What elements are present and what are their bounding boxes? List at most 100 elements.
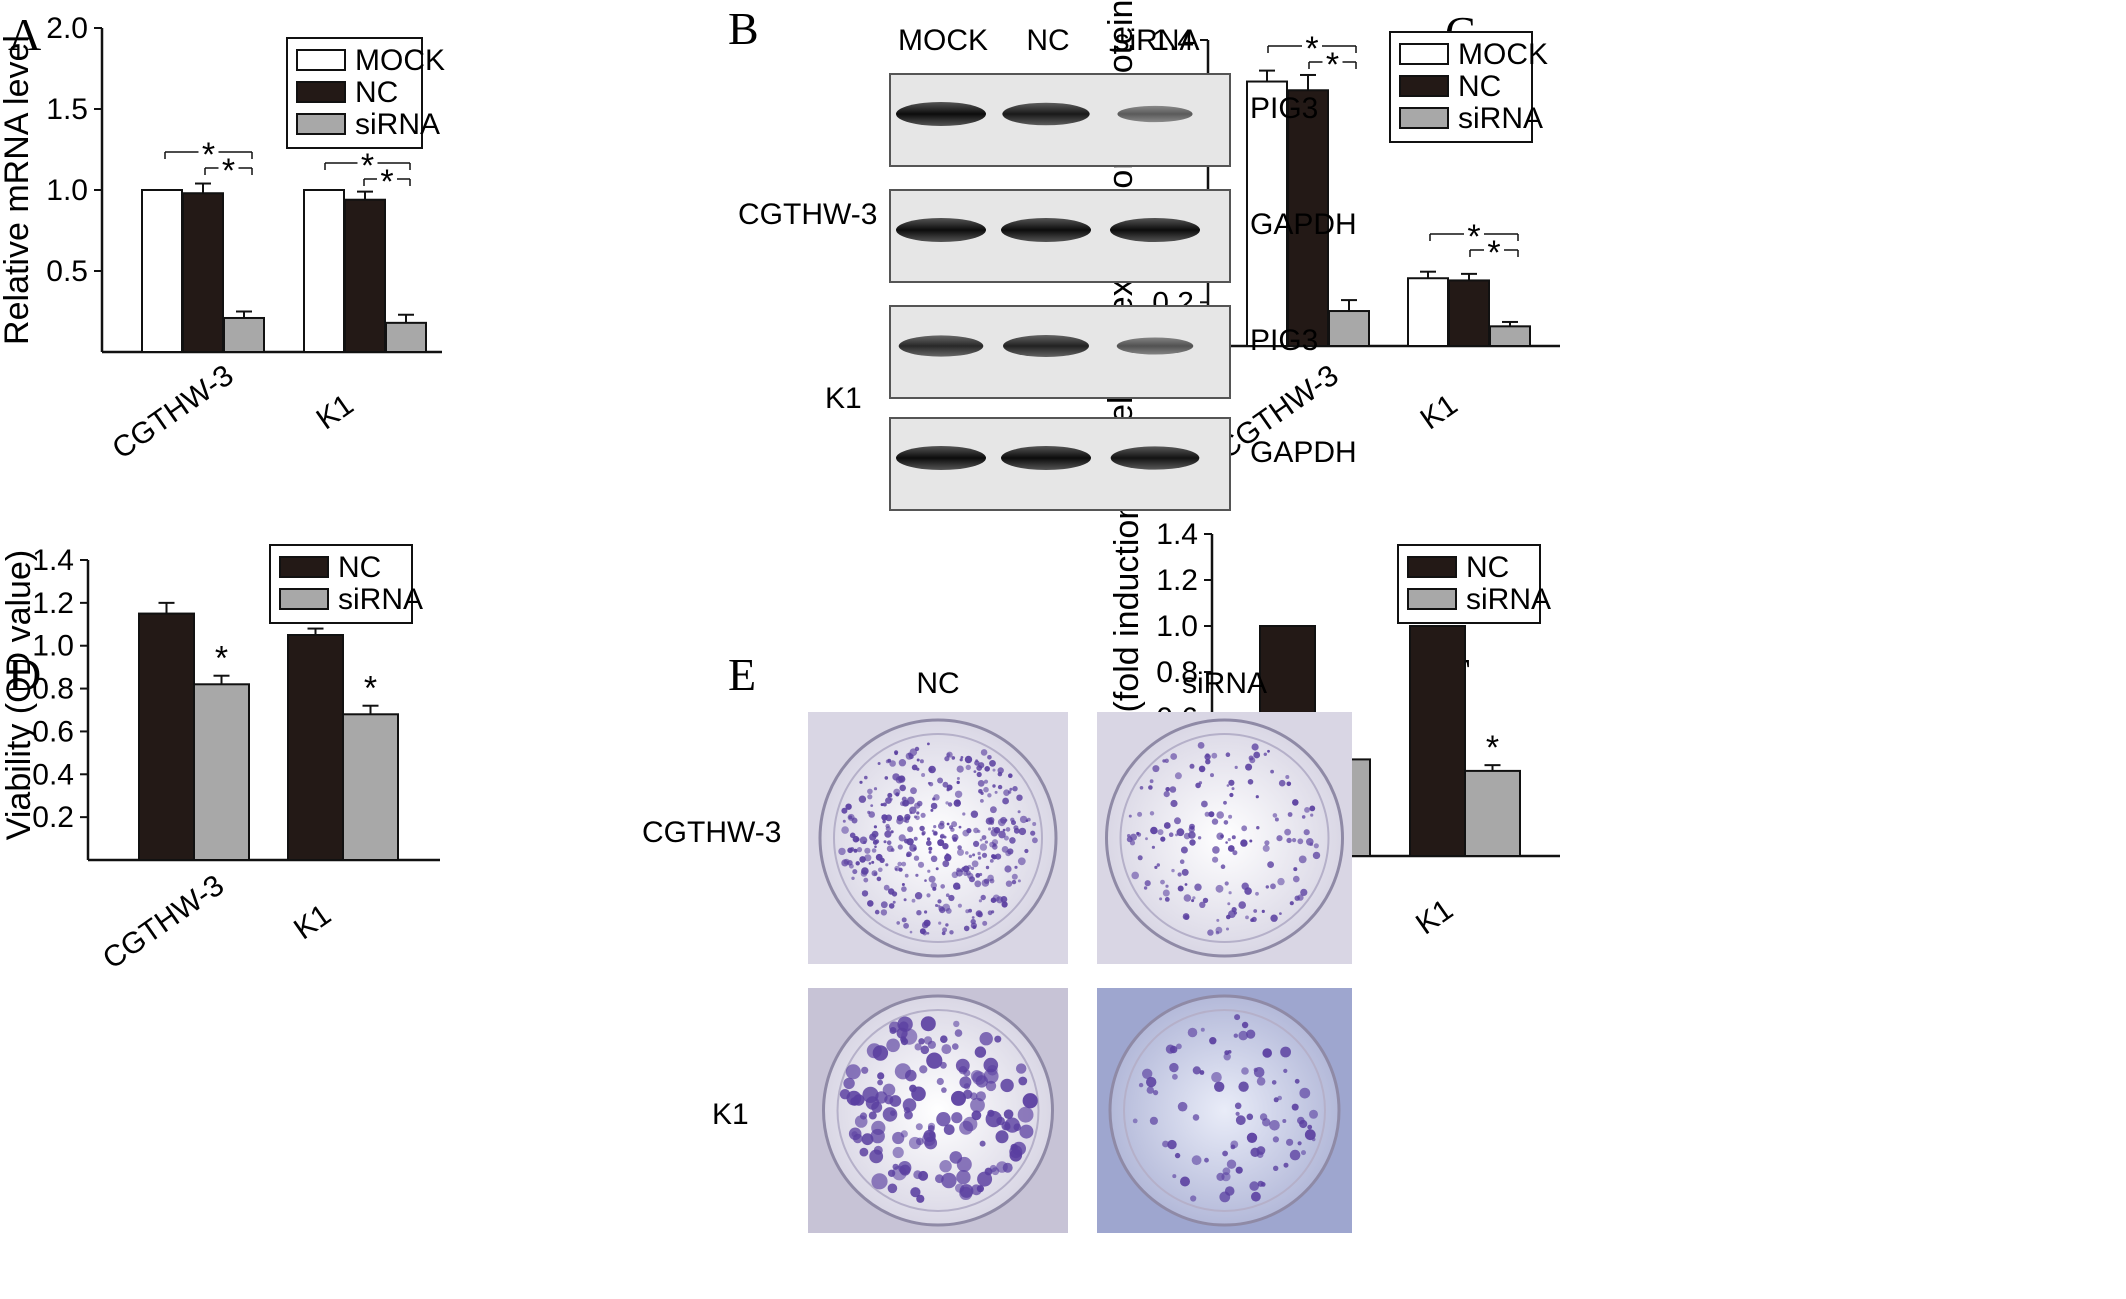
colony-dot — [1241, 825, 1248, 832]
colony-dot — [861, 1066, 869, 1074]
colony-dot — [1277, 877, 1285, 886]
colony-dot — [1177, 885, 1184, 892]
colony-dot — [914, 1043, 922, 1051]
colony-dot — [981, 852, 988, 858]
colony-dot — [1301, 1150, 1306, 1156]
colony-dot — [1142, 1068, 1153, 1080]
colony-dot — [851, 876, 855, 880]
significance-star: * — [380, 163, 393, 201]
dish-rim — [836, 1009, 1040, 1212]
colony-dot — [904, 873, 909, 878]
colony-dot — [1262, 1118, 1271, 1127]
colony-dot — [1163, 791, 1170, 798]
colony-dot — [1018, 827, 1027, 836]
colony-dot — [901, 883, 905, 886]
colony-dot — [1226, 1159, 1237, 1169]
colony-dot — [851, 817, 858, 824]
colony-dot — [1299, 1087, 1311, 1099]
colony-dot — [954, 1029, 963, 1037]
colony-dot — [1272, 813, 1278, 818]
colony-dot — [1301, 815, 1306, 819]
colony-dot — [1235, 1115, 1246, 1126]
colony-dot — [1235, 1111, 1240, 1116]
colony-dot — [1017, 810, 1021, 814]
colony-dot — [892, 1146, 904, 1159]
colony-dot — [951, 756, 956, 760]
colony-dot — [878, 867, 883, 873]
colony-dot — [868, 1111, 877, 1120]
colony-dot — [892, 1131, 905, 1145]
colony-dot — [1011, 820, 1016, 826]
colony-dot — [1022, 1093, 1038, 1109]
colony-dot — [1284, 828, 1291, 836]
legend-swatch — [279, 556, 329, 578]
colony-dot — [880, 909, 888, 916]
colony-dot — [882, 1083, 896, 1097]
colony-dot — [852, 869, 858, 875]
colony-dot — [942, 903, 951, 912]
colony-dot — [991, 839, 999, 846]
colony-dot — [933, 794, 940, 801]
colony-dot — [1309, 1109, 1318, 1119]
colony-dot — [1004, 865, 1012, 873]
colony-dot — [962, 812, 966, 816]
star-backdrop — [1302, 38, 1322, 54]
legend-swatch — [296, 113, 346, 135]
colony-dot — [983, 786, 989, 793]
colony-dot — [991, 854, 996, 859]
protein-band — [896, 218, 986, 242]
colony-dot — [905, 752, 913, 760]
legend-swatch — [1399, 107, 1449, 129]
colony-dot — [1201, 800, 1208, 808]
significance-star: * — [1305, 30, 1318, 68]
colony-dot — [1177, 872, 1182, 877]
colony-dot — [996, 1161, 1008, 1173]
category-label: K1 — [311, 388, 360, 436]
bar-sirna — [342, 713, 399, 861]
colony-dot — [935, 1174, 944, 1184]
colony-dot — [974, 1046, 987, 1058]
bar-mock — [303, 189, 345, 353]
protein-band — [898, 335, 984, 357]
colony-dot — [841, 826, 849, 834]
star-backdrop — [377, 171, 397, 187]
colony-dot — [889, 1021, 901, 1033]
colony-dot — [924, 879, 927, 882]
bar-nc — [1409, 625, 1466, 857]
colony-dot — [1190, 1195, 1197, 1202]
colony-dot — [887, 1183, 898, 1194]
colony-dot — [880, 901, 888, 909]
colony-dot — [1283, 1162, 1289, 1168]
colony-dot — [1011, 879, 1017, 885]
colony-dot — [940, 884, 945, 889]
colony-dot — [1128, 814, 1132, 818]
colony-dot — [1216, 918, 1220, 922]
colony-dot — [928, 765, 936, 774]
y-tick-label: 2.0 — [46, 12, 88, 45]
colony-dot — [1146, 1086, 1155, 1094]
colony-dot — [1009, 787, 1013, 791]
colony-dot — [1238, 1030, 1248, 1041]
colony-dot — [945, 801, 949, 805]
colony-dot — [883, 840, 887, 844]
colony-dot — [1245, 915, 1249, 920]
colony-dot — [1144, 880, 1151, 887]
colony-dot — [1181, 868, 1189, 876]
colony-dot — [919, 759, 924, 764]
colony-dot — [1310, 813, 1314, 817]
bar-mock — [141, 189, 183, 353]
colony-dot — [981, 835, 987, 840]
legend-label: siRNA — [1466, 583, 1551, 616]
y-tick-label: 1.4 — [1156, 518, 1198, 551]
colony-dot — [920, 1045, 930, 1055]
protein-band — [1002, 102, 1090, 126]
colony-dot — [952, 1043, 959, 1050]
y-tick-label: 1.0 — [32, 630, 74, 663]
colony-dot — [1292, 799, 1299, 806]
colony-dot — [1294, 895, 1300, 901]
colony-dot — [1137, 811, 1143, 817]
colony-dot — [839, 1089, 851, 1100]
dish-rim — [1123, 1009, 1326, 1212]
colony-dot — [1253, 909, 1258, 913]
